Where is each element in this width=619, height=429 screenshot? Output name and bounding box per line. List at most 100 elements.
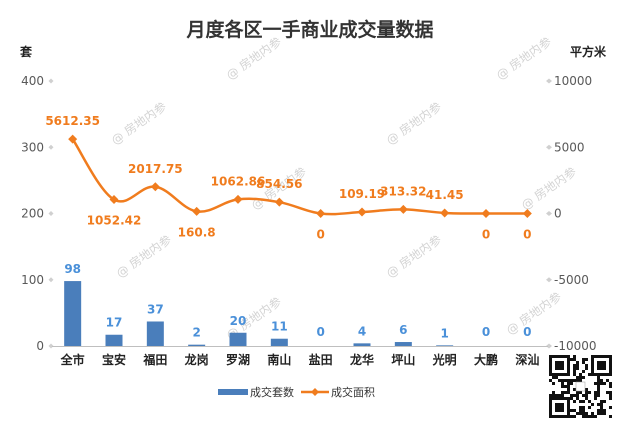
bar-data-label: 17 [106,316,123,330]
qr-module [567,388,570,391]
bar-data-label: 1 [440,326,448,340]
qr-module [561,409,564,412]
qr-module [609,373,612,376]
qr-module [585,364,588,367]
qr-module [603,364,606,367]
qr-module [567,391,570,394]
qr-module [576,394,579,397]
qr-module [582,376,585,379]
line-point [440,208,450,218]
qr-module [576,397,579,400]
qr-module [600,412,603,415]
bar [146,321,164,346]
qr-module [585,367,588,370]
qr-module [600,403,603,406]
qr-module [576,361,579,364]
right-axis-unit: 平方米 [570,44,607,59]
legend: 成交套数 成交面积 [218,385,375,399]
qr-module [567,385,570,388]
qr-module [579,400,582,403]
qr-module [609,406,612,409]
qr-module [597,364,600,367]
category-label: 大鹏 [474,352,498,367]
left-axis-tick-label: 100 [21,273,44,287]
qr-module [591,415,594,418]
bar-data-label: 98 [64,262,81,276]
line-point [192,206,202,216]
qr-module [597,367,600,370]
qr-module [582,358,585,361]
left-axis-tick-label: 0 [36,339,44,353]
bar-data-label: 2 [192,326,200,340]
qr-module [582,394,585,397]
qr-module [597,403,600,406]
qr-module [606,355,609,358]
category-label: 龙岗 [185,352,209,367]
legend-bar-label: 成交套数 [250,385,294,399]
qr-module [609,391,612,394]
qr-module [549,412,552,415]
line-data-label: 160.8 [178,225,216,239]
right-axis-tick-label: -5000 [554,273,589,287]
qr-module [570,394,573,397]
qr-module [555,367,558,370]
qr-module [609,355,612,358]
qr-module [555,355,558,358]
qr-module [567,400,570,403]
category-label: 宝安 [102,352,126,367]
category-label: 南山 [267,352,291,367]
qr-module [555,415,558,418]
qr-module [591,358,594,361]
qr-module [609,397,612,400]
qr-module [558,403,561,406]
category-label: 深汕 [515,352,539,367]
qr-module [585,388,588,391]
qr-module [567,373,570,376]
qr-module [558,373,561,376]
category-labels: 全市 宝安 福田 龙岗 罗湖 南山 盐田 龙华 坪山 光明 大鹏 深汕 [60,352,540,367]
qr-module [558,409,561,412]
qr-module [588,415,591,418]
qr-module [561,379,564,382]
qr-module [561,391,564,394]
qr-module [597,412,600,415]
qr-module [582,409,585,412]
qr-module [570,397,573,400]
qr-module [594,355,597,358]
watermark-text: @ 房地内参 [108,99,169,148]
qr-module [582,406,585,409]
line-point [316,209,326,218]
qr-module [573,373,576,376]
qr-module [561,373,564,376]
qr-module [600,406,603,409]
qr-module [549,403,552,406]
qr-module [588,391,591,394]
qr-module [600,382,603,385]
qr-module [552,376,555,379]
qr-module [558,355,561,358]
qr-module [570,379,573,382]
bar-series [64,281,454,346]
qr-module [579,406,582,409]
qr-module [609,385,612,388]
qr-module [570,409,573,412]
left-axis-tick-label: 400 [21,74,44,88]
line-data-label: 109.19 [339,187,385,201]
qr-module [576,379,579,382]
qr-module [570,415,573,418]
qr-module [600,400,603,403]
watermark-text: @ 房地内参 [113,232,174,281]
qr-module [567,403,570,406]
qr-module [603,361,606,364]
qr-module [609,394,612,397]
right-axis-tick-mark [546,78,552,84]
left-axis: 0 100 200 300 400 [21,74,54,353]
qr-module [549,397,552,400]
qr-module [558,364,561,367]
line-point [68,134,78,144]
qr-module [555,403,558,406]
qr-module [564,373,567,376]
qr-module [555,364,558,367]
qr-module [597,394,600,397]
